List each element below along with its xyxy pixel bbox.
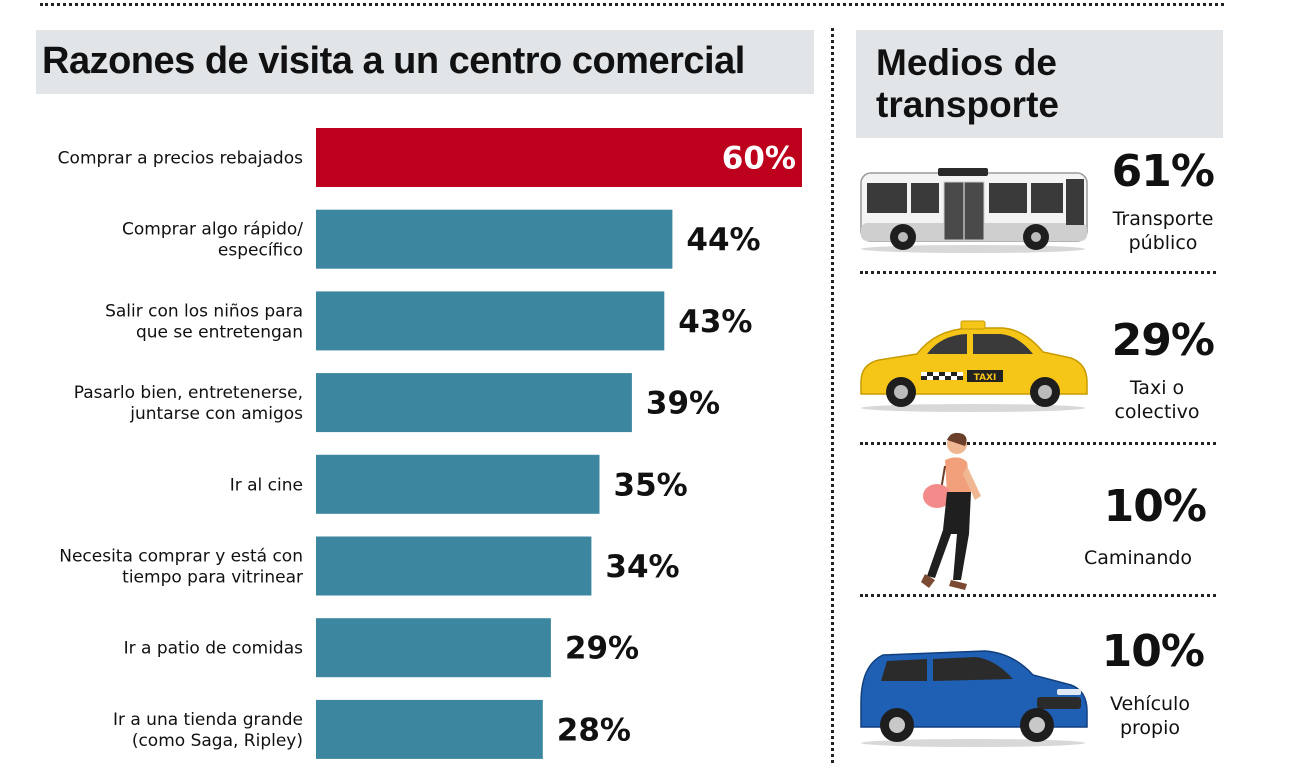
transport-percent-taxi: 29% <box>1111 315 1215 366</box>
value-label: 35% <box>614 467 688 503</box>
transport-separator <box>860 594 1216 597</box>
category-label: específico <box>218 241 303 261</box>
category-label: Ir a patio de comidas <box>124 639 304 659</box>
value-label: 60% <box>722 141 796 177</box>
category-label: Comprar algo rápido/ <box>122 220 303 240</box>
category-label: juntarse con amigos <box>129 404 303 424</box>
transport-label-walking-line-1: Caminando <box>1083 547 1193 569</box>
transport-label-suv: Vehículo propio <box>1080 692 1220 740</box>
value-label: 28% <box>557 712 631 748</box>
category-label: Necesita comprar y está con <box>59 547 303 567</box>
category-label: Comprar a precios rebajados <box>58 149 303 169</box>
bar-4 <box>316 454 600 514</box>
transport-separator <box>860 271 1216 274</box>
bus-icon <box>860 168 1088 253</box>
transport-label-taxi: Taxi o colectivo <box>1087 376 1227 424</box>
transport-separator <box>860 442 1216 445</box>
transport-percent-bus: 61% <box>1111 146 1215 197</box>
bar-6 <box>316 618 551 678</box>
left-title-box: Razones de visita a un centro comercial <box>36 30 814 94</box>
bar-1 <box>316 209 673 269</box>
transport-title-line-2: transporte <box>876 84 1059 125</box>
value-label: 43% <box>678 304 752 340</box>
bar-0 <box>316 128 802 187</box>
transport-label-bus-line-2: público <box>1128 232 1198 254</box>
bar-7 <box>316 699 543 759</box>
category-label: (como Saga, Ripley) <box>132 731 303 751</box>
suv-icon <box>860 650 1088 747</box>
transport-label-bus-line-1: Transporte <box>1112 208 1214 230</box>
vertical-dotted-divider <box>831 28 834 763</box>
transport-title-line-1: Medios de <box>876 42 1057 83</box>
value-label: 44% <box>686 222 760 258</box>
transport-title: Medios de transporte <box>876 42 1059 126</box>
category-label: Pasarlo bien, entretenerse, <box>74 383 303 403</box>
value-label: 39% <box>646 386 720 422</box>
bar-5 <box>316 536 592 596</box>
category-label: Ir a una tienda grande <box>113 710 303 730</box>
value-label: 29% <box>565 631 639 667</box>
top-dotted-rule <box>40 3 1224 6</box>
transport-percent-walking: 10% <box>1103 481 1207 532</box>
svg-text:TAXI: TAXI <box>974 373 997 383</box>
transport-label-taxi-line-1: Taxi o <box>1129 377 1185 399</box>
transport-label-walking: Caminando <box>1068 546 1208 570</box>
transport-label-bus: Transporte público <box>1093 207 1233 255</box>
right-title-box: Medios de transporte <box>856 30 1223 138</box>
bar-chart: Comprar a precios rebajados 60% Comprar al… <box>58 128 802 759</box>
taxi-icon: TAXI <box>860 320 1088 412</box>
bar-3 <box>316 373 632 433</box>
category-label: tiempo para vitrinear <box>122 568 303 588</box>
category-label: que se entretengan <box>136 322 303 342</box>
transport-label-suv-line-2: propio <box>1119 717 1181 739</box>
value-label: 34% <box>605 549 679 585</box>
category-label: Salir con los niños para <box>105 301 303 321</box>
transport-label-suv-line-1: Vehículo <box>1110 693 1190 715</box>
transport-percent-suv: 10% <box>1101 626 1205 677</box>
bar-2 <box>316 291 665 351</box>
chart-title: Razones de visita a un centro comercial <box>42 40 745 82</box>
transport-label-taxi-line-2: colectivo <box>1114 401 1200 423</box>
category-label: Ir al cine <box>230 475 303 495</box>
walking-woman-icon <box>921 432 981 590</box>
